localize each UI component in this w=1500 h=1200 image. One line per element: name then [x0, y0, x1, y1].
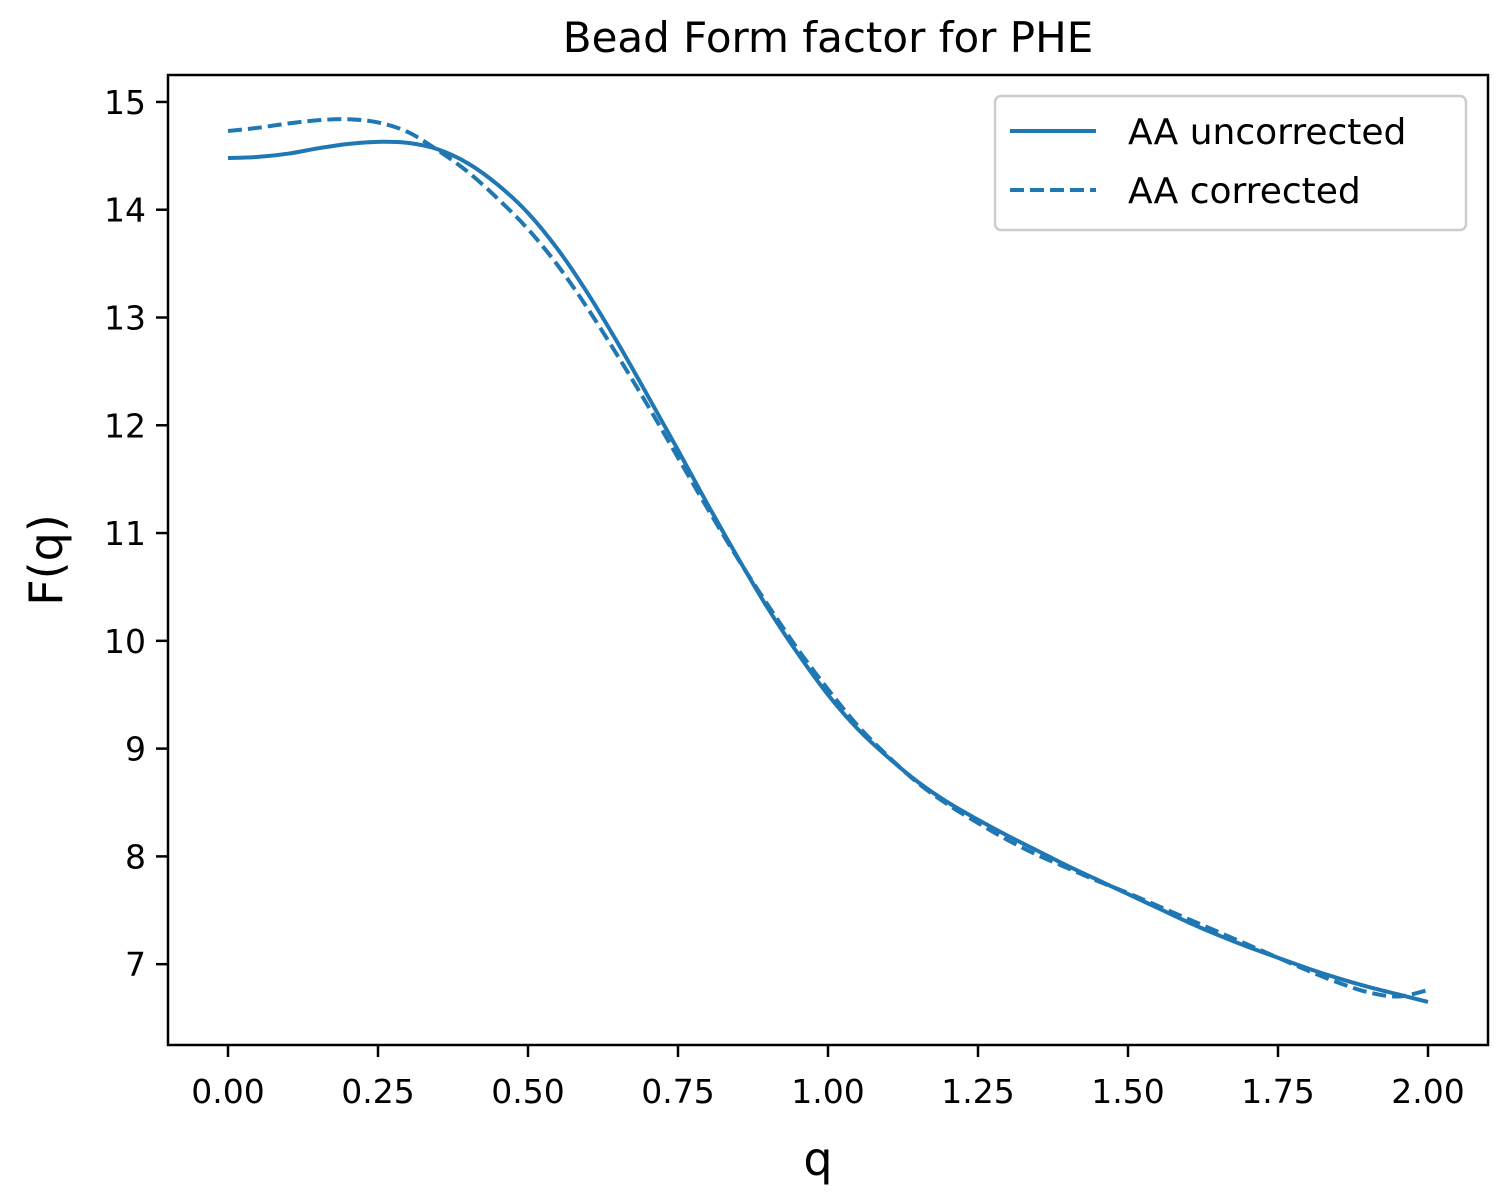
y-tick-label: 14 — [104, 191, 146, 230]
x-axis: 0.00 0.25 0.50 0.75 1.00 1.25 1.50 1.75 2.00 — [191, 1045, 1465, 1111]
y-axis-label: F(q) — [19, 514, 73, 606]
x-tick-label: 0.25 — [341, 1072, 414, 1111]
y-tick-label: 13 — [104, 299, 146, 338]
series-line-aa-corrected — [227, 117, 1429, 999]
series-layer — [227, 117, 1429, 1004]
x-tick-label: 0.50 — [491, 1072, 564, 1111]
legend-label-aa-corrected: AA corrected — [1128, 171, 1361, 212]
x-tick-label: 1.75 — [1241, 1072, 1314, 1111]
chart-title: Bead Form factor for PHE — [563, 13, 1094, 62]
y-tick-label: 11 — [104, 514, 146, 553]
legend-label-aa-uncorrected: AA uncorrected — [1128, 112, 1406, 153]
x-axis-label: q — [803, 1132, 832, 1186]
y-tick-label: 15 — [104, 83, 146, 122]
legend: AA uncorrected AA corrected — [993, 94, 1468, 232]
x-tick-label: 2.00 — [1391, 1072, 1464, 1111]
y-tick-label: 10 — [104, 622, 146, 661]
y-tick-label: 7 — [125, 945, 146, 984]
x-tick-label: 1.50 — [1091, 1072, 1164, 1111]
x-tick-label: 1.25 — [941, 1072, 1014, 1111]
y-tick-label: 8 — [125, 837, 146, 876]
y-tick-label: 12 — [104, 406, 146, 445]
y-axis: 7 8 9 10 11 12 13 14 15 — [104, 83, 168, 984]
x-tick-label: 0.75 — [641, 1072, 714, 1111]
x-tick-label: 0.00 — [191, 1072, 264, 1111]
y-tick-label: 9 — [125, 730, 146, 769]
x-tick-label: 1.00 — [791, 1072, 864, 1111]
legend-box — [993, 94, 1468, 232]
